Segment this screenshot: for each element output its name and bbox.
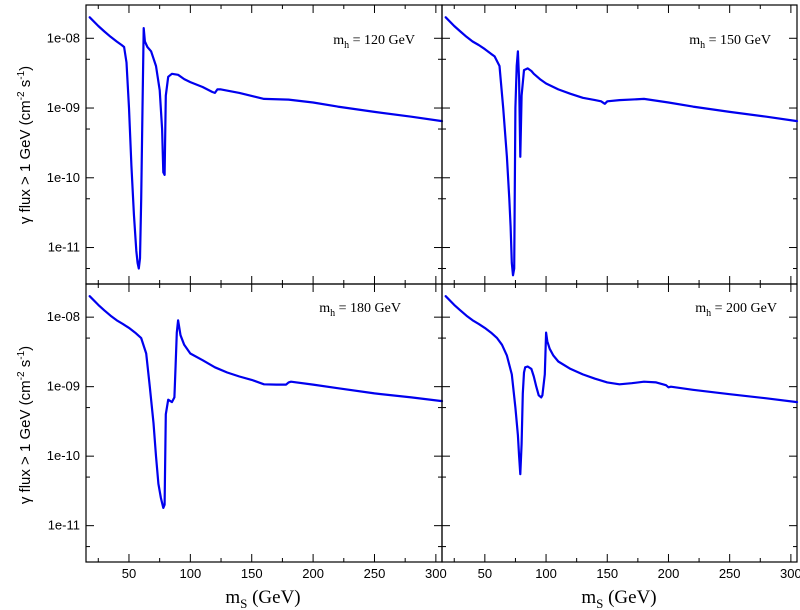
panel-bottom-left: 50 100 150 200 250 300 1e-08 1e-09 1e-10 1e-11 mh… (47, 283, 447, 581)
panel-bottom-right: 50 100 150 200 250 300 mh = 200 GeV (441, 283, 800, 581)
x-tick-label: 50 (122, 566, 136, 581)
x-axis-title-left: mS (GeV) (225, 587, 300, 610)
panel-frame (441, 283, 798, 563)
panel-top-right: mh = 150 GeV (441, 4, 799, 285)
series-line (88, 16, 444, 270)
panel-label: mh = 200 GeV (695, 301, 777, 319)
panel-label: mh = 180 GeV (319, 301, 401, 319)
y-tick-label: 1e-10 (47, 170, 80, 185)
panel-top-left: 1e-08 1e-09 1e-10 1e-11 mh = 120 GeV (47, 4, 444, 285)
x-tick-label: 150 (241, 566, 263, 581)
x-tick-label: 50 (478, 566, 492, 581)
y-tick-label: 1e-10 (47, 448, 80, 463)
x-tick-label: 300 (780, 566, 800, 581)
panel-label: mh = 150 GeV (689, 33, 771, 51)
y-axis-title-top: γ flux > 1 GeV (cm-2 s-1) (16, 66, 34, 224)
x-tick-label: 200 (302, 566, 324, 581)
series-line (444, 16, 799, 277)
x-tick-label: 150 (596, 566, 618, 581)
x-tick-label: 250 (364, 566, 386, 581)
y-tick-label: 1e-11 (48, 240, 80, 255)
x-tick-label: 300 (425, 566, 447, 581)
panel-label: mh = 120 GeV (333, 33, 415, 51)
x-axis-title-right: mS (GeV) (581, 587, 656, 610)
x-tick-label: 100 (179, 566, 201, 581)
y-axis-title-bottom: γ flux > 1 GeV (cm-2 s-1) (16, 346, 34, 504)
y-tick-label: 1e-08 (47, 30, 80, 45)
y-tick-label: 1e-11 (48, 518, 80, 533)
panel-frame (85, 283, 443, 563)
y-tick-label: 1e-08 (47, 309, 80, 324)
series-line (88, 295, 444, 509)
series-line (444, 295, 799, 476)
x-tick-label: 100 (535, 566, 557, 581)
y-tick-label: 1e-09 (47, 379, 80, 394)
x-tick-label: 200 (658, 566, 680, 581)
x-tick-label: 250 (719, 566, 741, 581)
y-tick-label: 1e-09 (47, 100, 80, 115)
